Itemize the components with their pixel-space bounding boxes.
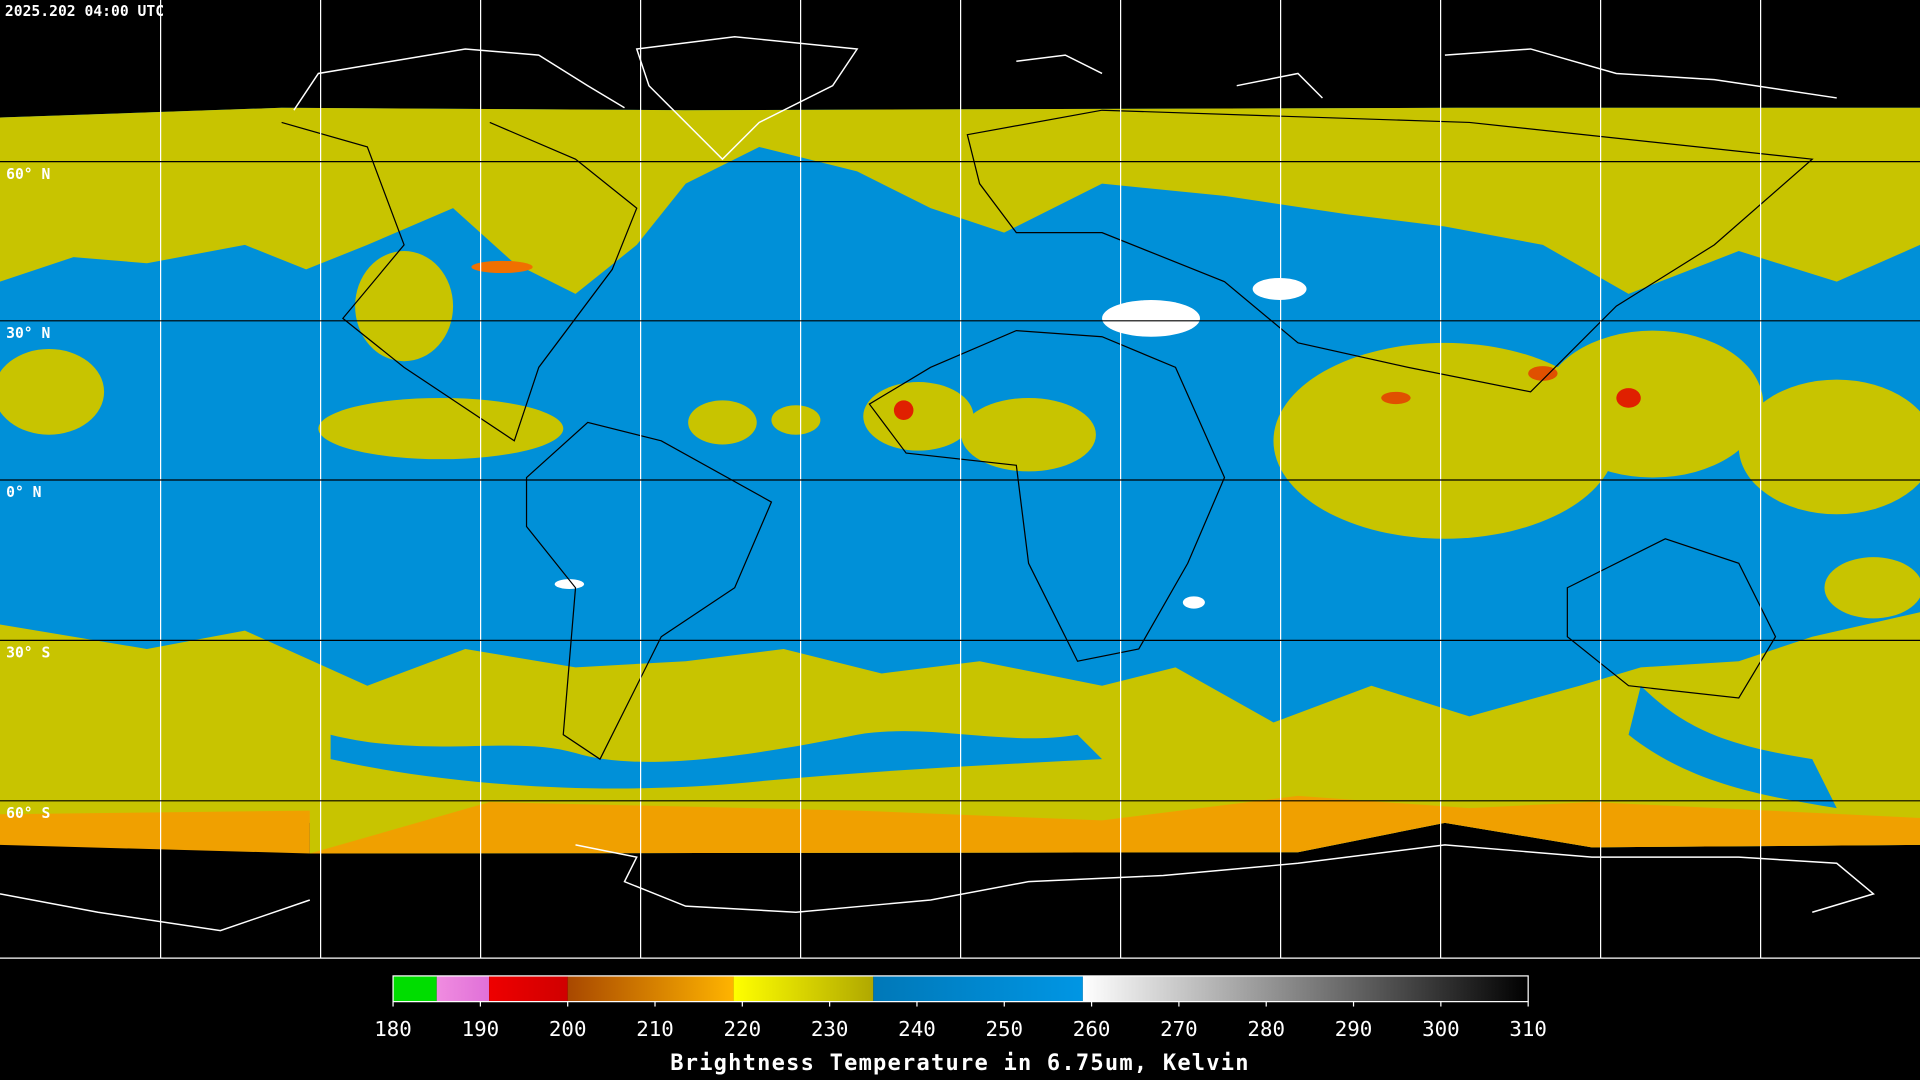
convection xyxy=(771,405,821,435)
coastline-outside xyxy=(0,35,1875,932)
colorbar-tick-label: 270 xyxy=(1160,1017,1198,1041)
cold-cloud-top xyxy=(893,400,914,420)
cold-cloud-top xyxy=(1381,391,1411,405)
dry-tongue xyxy=(1628,685,1837,809)
colorbar-segment xyxy=(436,975,490,1002)
dry-tongue xyxy=(330,731,1103,789)
dry-patch xyxy=(1102,300,1200,337)
convection xyxy=(318,397,564,460)
timestamp: 2025.202 04:00 UTC xyxy=(5,3,164,20)
greenland xyxy=(635,35,859,161)
latitude-label: 60° S xyxy=(6,805,50,822)
colorbar-segment xyxy=(393,975,437,1002)
colorbar-tick-label: 260 xyxy=(1073,1017,1111,1041)
colorbar-tick-label: 240 xyxy=(898,1017,936,1041)
graticule xyxy=(0,0,1920,959)
latitude-label: 60° N xyxy=(6,166,50,183)
colorbar-segment xyxy=(733,975,874,1002)
colorbar-tick-label: 200 xyxy=(549,1017,587,1041)
colorbar-tick-label: 300 xyxy=(1422,1017,1460,1041)
colorbar-frame xyxy=(392,975,1529,1003)
convection xyxy=(688,400,757,445)
colorbar-tick-label: 310 xyxy=(1509,1017,1547,1041)
latitude-label: 30° N xyxy=(6,325,50,342)
colorbar-tick-label: 220 xyxy=(724,1017,762,1041)
colorbar-tick-label: 290 xyxy=(1335,1017,1373,1041)
antarctica-coast xyxy=(0,844,1875,932)
colorbar-tick-label: 190 xyxy=(462,1017,500,1041)
coastline xyxy=(281,121,638,442)
convection xyxy=(0,348,105,435)
dry-patch xyxy=(554,579,585,589)
arctic-coast xyxy=(293,48,625,111)
colorbar-tick-label: 280 xyxy=(1247,1017,1285,1041)
colorbar-tick-label: 230 xyxy=(811,1017,849,1041)
colorbar-tick-label: 250 xyxy=(985,1017,1023,1041)
convection xyxy=(863,382,974,451)
cold-cloud-top xyxy=(1528,366,1558,381)
coastline xyxy=(868,329,1226,662)
coastline xyxy=(525,421,773,761)
coastline xyxy=(966,109,1814,393)
dry-patch xyxy=(1252,277,1307,300)
convection xyxy=(1542,330,1764,478)
latitude-label: 0° N xyxy=(6,484,41,501)
convection xyxy=(355,251,454,362)
latitude-labels: 60° N 30° N 0° N 30° S 60° S xyxy=(6,166,50,822)
coastline xyxy=(1566,538,1777,699)
convection xyxy=(1824,557,1920,619)
dry-patch xyxy=(1182,596,1205,609)
colorbar: 180 190 200 210 220 230 240 250 260 270 280 290 300 3… xyxy=(374,975,1547,1041)
convection xyxy=(961,397,1096,472)
latitude-label: 30° S xyxy=(6,645,50,662)
cold-cloud-top xyxy=(471,260,533,274)
colorbar-segment xyxy=(873,975,1083,1002)
arctic-coast xyxy=(1016,48,1837,99)
colorbar-tick-label: 180 xyxy=(374,1017,412,1041)
colorbar-tick-label: 210 xyxy=(636,1017,674,1041)
cold-cloud-top xyxy=(1616,388,1641,408)
colorbar-title: Brightness Temperature in 6.75um, Kelvin xyxy=(670,1051,1250,1076)
colorbar-segment xyxy=(489,975,568,1002)
colorbar-segment xyxy=(567,975,734,1002)
colorbar-segment xyxy=(1082,975,1529,1002)
